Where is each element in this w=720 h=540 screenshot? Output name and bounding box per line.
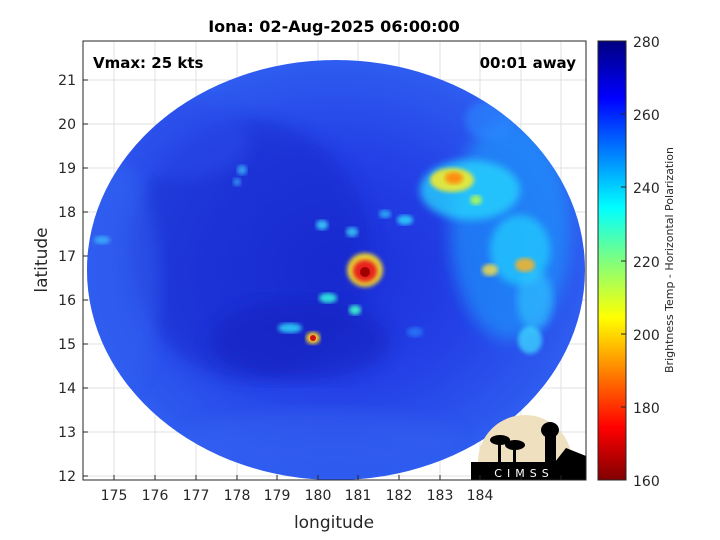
vmax-label: Vmax: 25 kts — [93, 54, 203, 72]
brightness-temperature-image — [87, 60, 585, 480]
plot-title: Iona: 02-Aug-2025 06:00:00 — [208, 17, 460, 36]
y-tick-label: 14 — [58, 381, 76, 397]
colorbar-tick: 220 — [633, 255, 660, 271]
logo-text: CIMSS — [494, 467, 553, 480]
x-tick-label: 178 — [224, 488, 251, 504]
y-tick-label: 15 — [58, 337, 76, 353]
y-tick-label: 16 — [58, 293, 76, 309]
y-tick-label: 17 — [58, 249, 76, 265]
x-axis-label: longitude — [294, 513, 374, 533]
x-tick-label: 176 — [142, 488, 169, 504]
colorbar-tick: 160 — [633, 474, 660, 490]
cimss-logo: CIMSS — [471, 415, 586, 480]
y-tick-labels: 12 13 14 15 16 17 18 19 20 21 — [58, 73, 76, 485]
x-tick-label: 183 — [427, 488, 454, 504]
x-tick-labels: 175 176 177 178 179 180 181 182 183 184 — [101, 488, 494, 504]
x-tick-label: 181 — [345, 488, 372, 504]
y-tick-label: 19 — [58, 161, 76, 177]
x-tick-label: 182 — [386, 488, 413, 504]
x-tick-label: 179 — [264, 488, 291, 504]
y-tick-label: 18 — [58, 205, 76, 221]
colorbar-label: Brightness Temp - Horizontal Polarizatio… — [663, 147, 676, 373]
x-tick-label: 177 — [183, 488, 210, 504]
x-tick-label: 184 — [467, 488, 494, 504]
y-axis-label: latitude — [32, 227, 52, 292]
colorbar: 160 180 200 220 240 260 280 Brightness T… — [597, 35, 676, 490]
colorbar-tick: 260 — [633, 108, 660, 124]
y-tick-label: 13 — [58, 425, 76, 441]
tick-marks — [83, 79, 562, 480]
y-tick-label: 12 — [58, 469, 76, 485]
x-tick-label: 180 — [305, 488, 332, 504]
x-tick-label: 175 — [101, 488, 128, 504]
time-away-label: 00:01 away — [480, 54, 577, 72]
y-tick-label: 21 — [58, 73, 76, 89]
colorbar-tick: 200 — [633, 328, 660, 344]
colorbar-tick: 180 — [633, 401, 660, 417]
colorbar-tick: 280 — [633, 35, 660, 51]
y-tick-label: 20 — [58, 117, 76, 133]
colorbar-tick: 240 — [633, 181, 660, 197]
